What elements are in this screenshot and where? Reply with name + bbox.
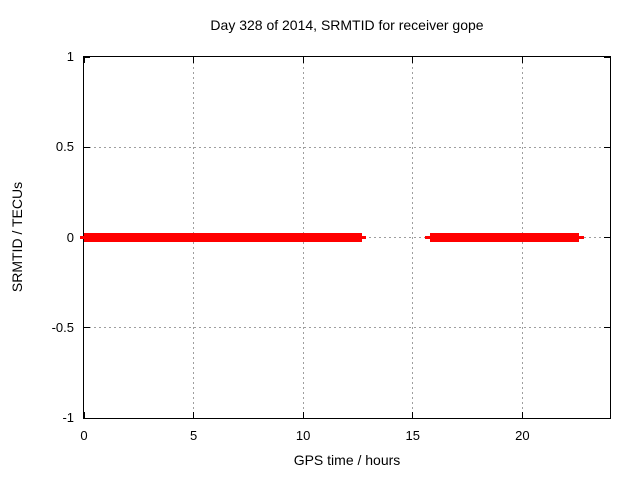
y-tick-mark: [84, 56, 90, 58]
y-tick-mark-right: [604, 56, 610, 58]
x-tick-mark-top: [521, 57, 523, 63]
y-tick-mark-right: [604, 237, 610, 238]
y-tick-label: -1: [62, 410, 74, 425]
x-tick-mark: [521, 412, 523, 418]
x-tick-mark: [83, 412, 85, 418]
x-tick-mark-top: [302, 57, 304, 63]
y-tick-label: 0.5: [55, 139, 74, 155]
y-tick-mark-right: [604, 146, 610, 148]
x-tick-mark-top: [412, 57, 414, 63]
y-tick-label: 0: [66, 229, 74, 245]
x-tick-mark-top: [193, 57, 195, 63]
x-tick-label: 5: [189, 428, 198, 443]
chart-title: Day 328 of 2014, SRMTID for receiver gop…: [210, 17, 484, 33]
x-tick-mark: [302, 412, 304, 418]
data-segment: [429, 233, 580, 242]
y-gridline: [84, 327, 610, 329]
data-segment: [84, 233, 362, 242]
x-tick-label: 10: [295, 428, 311, 443]
y-tick-mark: [84, 146, 90, 148]
plot-area: [79, 56, 611, 419]
x-tick-label: 0: [80, 428, 88, 443]
y-tick-mark-right: [604, 327, 610, 329]
x-tick-mark: [412, 412, 414, 418]
y-tick-label: -0.5: [51, 319, 74, 335]
x-tick-label: 15: [405, 428, 420, 443]
y-tick-mark: [84, 417, 90, 419]
x-tick-mark-top: [83, 57, 85, 63]
x-tick-label: 20: [515, 428, 530, 443]
y-tick-mark: [84, 327, 90, 329]
y-tick-mark-right: [604, 417, 610, 419]
y-tick-label: 1: [66, 49, 74, 64]
y-gridline: [84, 146, 610, 148]
x-tick-mark: [193, 412, 195, 418]
x-axis-label: GPS time / hours: [293, 452, 401, 468]
